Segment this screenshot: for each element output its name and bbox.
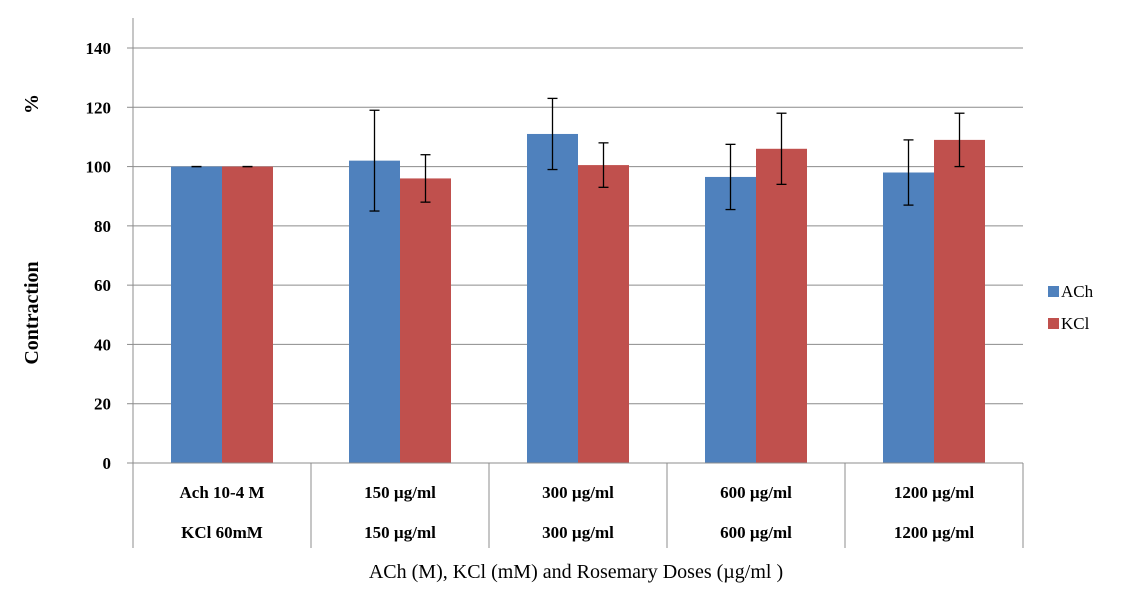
y-tick-label: 140: [86, 39, 112, 58]
y-tick-label: 120: [86, 98, 112, 117]
legend-label-ach: ACh: [1061, 282, 1094, 301]
bar-ach: [705, 176, 756, 464]
x-tick-label: Ach 10-4 M: [180, 483, 265, 502]
x-tick-label: 150 µg/ml: [364, 483, 436, 502]
axes: [132, 18, 1024, 548]
y-tick-label: 40: [94, 335, 111, 354]
x-tick-label: 600 µg/ml: [720, 483, 792, 502]
legend-swatch-ach: [1048, 286, 1059, 297]
x-tick-label: 600 µg/ml: [720, 523, 792, 542]
legend: ACh KCl: [1048, 282, 1094, 333]
legend-swatch-kcl: [1048, 318, 1059, 329]
x-tick-label: 1200 µg/ml: [894, 523, 974, 542]
bar-kcl: [400, 178, 451, 463]
x-tick-label: 300 µg/ml: [542, 483, 614, 502]
y-tick-label: 0: [103, 454, 112, 473]
bars: [171, 133, 985, 464]
x-axis-label: ACh (M), KCl (mM) and Rosemary Doses (µg…: [369, 561, 783, 583]
bar-kcl: [756, 148, 807, 464]
x-tick-label: KCl 60mM: [181, 523, 263, 542]
y-axis-label: Contraction: [21, 261, 43, 364]
bar-ach: [883, 172, 934, 463]
y-tick-label: 80: [94, 217, 111, 236]
y-tick-label: 100: [86, 158, 112, 177]
y-axis-percent-label: %: [21, 94, 43, 114]
y-tick-label: 20: [94, 395, 111, 414]
bar-ach: [171, 166, 222, 464]
y-tick-labels: 0 20 40 60 80 100 120 140: [86, 39, 112, 473]
bar-kcl: [934, 139, 985, 463]
x-tick-label: 150 µg/ml: [364, 523, 436, 542]
bar-kcl: [578, 165, 629, 463]
y-tick-label: 60: [94, 276, 111, 295]
x-tick-label: 300 µg/ml: [542, 523, 614, 542]
x-tick-label: 1200 µg/ml: [894, 483, 974, 502]
error-bars: [191, 97, 965, 212]
legend-label-kcl: KCl: [1061, 314, 1090, 333]
x-tick-labels: Ach 10-4 M KCl 60mM 150 µg/ml 150 µg/ml 300 …: [180, 483, 975, 542]
bar-kcl: [222, 166, 273, 464]
bar-ach: [527, 133, 578, 463]
